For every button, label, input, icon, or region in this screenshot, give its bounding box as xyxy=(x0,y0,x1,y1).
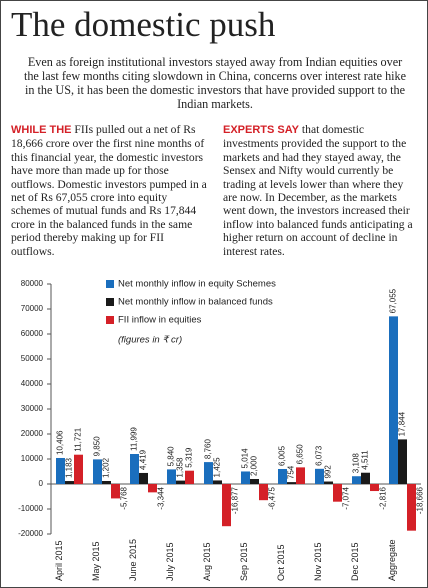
value-label: 8,760 xyxy=(204,439,213,460)
value-label: 6,650 xyxy=(296,444,305,465)
value-label: -16,877 xyxy=(231,486,240,514)
x-tick-label: Dec 2015 xyxy=(350,542,360,581)
bar xyxy=(204,462,213,484)
value-label: 5,840 xyxy=(167,446,176,467)
bar xyxy=(65,481,74,484)
value-label: 4,419 xyxy=(139,449,148,470)
value-label: 3,108 xyxy=(352,453,361,474)
value-label: 6,073 xyxy=(315,445,324,466)
value-label: 1,183 xyxy=(65,457,74,478)
bar xyxy=(389,316,398,484)
value-label: 2,000 xyxy=(250,455,259,476)
value-label: -18,666 xyxy=(416,486,425,514)
bar xyxy=(407,484,416,531)
value-label: 5,014 xyxy=(241,448,250,469)
x-tick-label: June 2015 xyxy=(128,539,138,581)
x-tick-label: Aggregate xyxy=(387,539,397,581)
intro: Even as foreign institutional investors … xyxy=(23,55,407,111)
value-label: -2,816 xyxy=(379,486,388,509)
y-tick-label: -10000 xyxy=(18,504,43,513)
x-tick-label: April 2015 xyxy=(54,540,64,581)
value-label: 11,999 xyxy=(130,427,139,451)
bar xyxy=(315,468,324,484)
value-label: -7,074 xyxy=(342,486,351,509)
bar xyxy=(130,454,139,484)
chart: -20000 -10000 0 10000 20000 30000 40000 50000 60… xyxy=(18,279,425,581)
y-tick-label: 60000 xyxy=(21,329,44,338)
bar xyxy=(176,480,185,484)
lead: EXPERTS SAY xyxy=(223,124,300,136)
bar xyxy=(74,454,83,484)
value-label: -3,344 xyxy=(157,486,166,509)
bar xyxy=(148,484,157,493)
bar xyxy=(185,470,194,484)
value-label: 4,511 xyxy=(361,450,370,470)
bar xyxy=(278,468,287,484)
y-tick-label: -20000 xyxy=(18,529,43,538)
x-tick-label: Aug 2015 xyxy=(202,542,212,581)
value-label: 6,005 xyxy=(278,445,287,466)
y-tick-label: 40000 xyxy=(21,379,44,388)
legend-label: Net monthly inflow in equity Schemes xyxy=(118,279,276,290)
value-label: 10,406 xyxy=(56,430,65,455)
y-tick-label: 10000 xyxy=(21,454,44,463)
value-label: 17,844 xyxy=(398,411,407,436)
bar xyxy=(324,481,333,484)
x-tick-label: Nov 2015 xyxy=(313,542,323,581)
bar xyxy=(139,472,148,484)
bar xyxy=(287,482,296,484)
x-tick-label: Oct 2015 xyxy=(276,544,286,581)
bar xyxy=(398,439,407,484)
value-label: -6,475 xyxy=(268,486,277,509)
legend-swatch xyxy=(106,280,114,288)
bar xyxy=(93,459,102,484)
legend-label: FII inflow in equities xyxy=(118,315,202,326)
value-label: 754 xyxy=(287,465,296,479)
bar xyxy=(250,479,259,484)
note: (figures in ₹ cr) xyxy=(118,335,182,346)
value-label: 5,319 xyxy=(185,447,194,468)
bar xyxy=(296,467,305,484)
title: The domestic push xyxy=(11,5,276,44)
value-label: 9,850 xyxy=(93,436,102,457)
lead: WHILE THE xyxy=(11,124,72,136)
bar xyxy=(102,480,111,484)
column-text: FIIs pulled out a net of Rs 18,666 crore… xyxy=(11,123,207,258)
value-label: 11,721 xyxy=(74,427,83,451)
column: EXPERTS SAY that domestic investments pr… xyxy=(223,123,419,258)
legend-label: Net monthly inflow in balanced funds xyxy=(118,297,273,308)
column: WHILE THE FIIs pulled out a net of Rs 18… xyxy=(11,123,207,258)
bar xyxy=(361,472,370,484)
y-tick-label: 30000 xyxy=(21,404,44,413)
legend-swatch xyxy=(106,298,114,306)
bar xyxy=(167,469,176,484)
x-tick-label: Sep 2015 xyxy=(239,542,249,581)
value-label: 1,202 xyxy=(102,457,111,478)
bar xyxy=(213,480,222,484)
value-label: -5,768 xyxy=(120,486,129,509)
bar xyxy=(333,484,342,502)
bar xyxy=(222,484,231,527)
value-label: 1,425 xyxy=(213,457,222,478)
bar xyxy=(111,484,120,499)
y-tick-label: 0 xyxy=(39,479,44,488)
bar xyxy=(56,457,65,484)
bar xyxy=(259,484,268,501)
bar xyxy=(352,476,361,484)
bar xyxy=(241,471,250,484)
y-tick-label: 70000 xyxy=(21,304,44,313)
legend-swatch xyxy=(106,316,114,324)
value-label: 67,055 xyxy=(389,288,398,313)
x-tick-label: July 2015 xyxy=(165,542,175,581)
y-tick-label: 80000 xyxy=(21,279,44,288)
y-tick-label: 50000 xyxy=(21,354,44,363)
bar xyxy=(370,484,379,492)
x-tick-label: May 2015 xyxy=(91,541,101,581)
value-label: 1,358 xyxy=(176,457,185,478)
column-text: that domestic investments provided the s… xyxy=(223,123,413,258)
value-label: 992 xyxy=(324,465,333,479)
y-tick-label: 20000 xyxy=(21,429,44,438)
